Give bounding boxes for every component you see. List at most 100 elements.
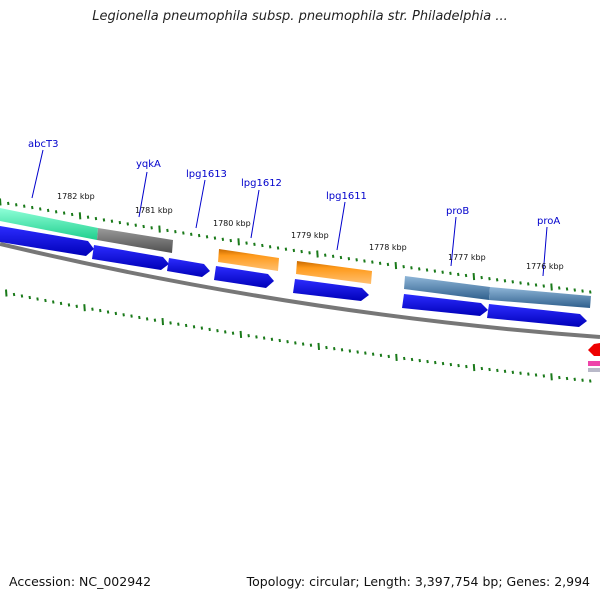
tick-mark <box>200 326 204 330</box>
tick-mark <box>573 288 576 292</box>
tick-mark <box>441 270 444 274</box>
forward-arrow-1[interactable] <box>0 226 94 256</box>
tick-mark <box>324 253 327 257</box>
forward-arrow-4[interactable] <box>214 266 274 288</box>
tick-mark <box>184 323 188 328</box>
forward-arrow-lpg1613[interactable] <box>167 258 210 277</box>
tick-mark <box>54 210 58 214</box>
edge-feature-red[interactable] <box>588 343 600 356</box>
leader-proB <box>450 216 457 267</box>
tick-mark <box>12 292 16 297</box>
tick-mark <box>550 283 553 291</box>
tick-mark <box>262 336 266 340</box>
tick-mark <box>118 220 122 225</box>
tick-mark <box>426 359 429 364</box>
tick-mark <box>434 360 437 365</box>
tick-mark <box>465 364 468 369</box>
tick-mark <box>52 300 55 304</box>
tick-mark <box>239 330 243 338</box>
tick-mark <box>102 218 106 222</box>
gene-label-proB[interactable]: proB <box>446 206 469 217</box>
inner-scale-ticks <box>5 289 592 383</box>
tick-mark <box>86 215 90 219</box>
tick-mark <box>39 207 42 211</box>
tick-mark <box>253 242 256 246</box>
tick-mark <box>62 211 66 215</box>
gene-proA-block[interactable] <box>489 287 591 308</box>
leader-yqkA <box>138 171 148 218</box>
gene-abcT3-block[interactable] <box>0 208 98 240</box>
forward-arrow-7[interactable] <box>487 304 587 327</box>
scale-label-1776: 1776 kbp <box>526 262 564 271</box>
tick-mark <box>142 224 145 229</box>
genome-backbone <box>0 242 600 339</box>
tick-mark <box>270 337 274 341</box>
tick-mark <box>316 250 319 258</box>
tick-mark <box>134 223 137 227</box>
tick-mark <box>75 304 78 308</box>
gene-lpg1612-block[interactable] <box>218 249 279 271</box>
tick-mark <box>106 310 110 314</box>
gene-label-lpg1613[interactable]: lpg1613 <box>186 169 227 180</box>
edge-feature-gray[interactable] <box>588 368 600 372</box>
scale-label-1780: 1780 kbp <box>213 219 251 228</box>
tick-mark <box>527 282 530 286</box>
tick-mark <box>138 315 141 320</box>
tick-mark <box>59 301 63 306</box>
tick-mark <box>565 376 569 381</box>
tick-mark <box>425 268 429 272</box>
tick-mark <box>410 266 413 270</box>
tick-mark <box>542 374 546 378</box>
tick-mark <box>464 273 468 278</box>
gene-label-lpg1611[interactable]: lpg1611 <box>326 191 367 202</box>
tick-mark <box>378 261 382 265</box>
tick-mark <box>581 289 584 293</box>
tick-mark <box>216 329 219 333</box>
tick-mark <box>511 280 514 284</box>
gene-label-yqkA[interactable]: yqkA <box>136 159 161 170</box>
gene-label-proA[interactable]: proA <box>537 216 560 227</box>
tick-mark <box>331 254 335 258</box>
tick-mark <box>0 198 2 206</box>
tick-mark <box>339 255 343 260</box>
tick-mark <box>472 273 476 281</box>
tick-mark <box>410 357 414 362</box>
tick-mark <box>449 362 453 367</box>
tick-mark <box>379 353 383 357</box>
tick-mark <box>449 271 452 275</box>
tick-mark <box>166 228 169 233</box>
gene-label-lpg1612[interactable]: lpg1612 <box>241 178 282 189</box>
forward-arrow-6[interactable] <box>402 294 488 316</box>
tick-mark <box>83 304 86 312</box>
tick-mark <box>441 361 445 366</box>
gene-label-abcT3[interactable]: abcT3 <box>28 139 58 150</box>
tick-mark <box>308 251 311 255</box>
gene-yqkA-block[interactable] <box>97 228 173 253</box>
tick-mark <box>418 267 421 271</box>
tick-mark <box>317 342 320 350</box>
tick-mark <box>213 236 217 240</box>
tick-mark <box>581 378 584 382</box>
tick-mark <box>231 331 235 335</box>
tick-mark <box>503 369 507 373</box>
tick-mark <box>300 249 303 254</box>
scale-label-1777: 1777 kbp <box>448 253 486 262</box>
tick-mark <box>268 245 272 249</box>
tick-mark <box>110 219 114 223</box>
forward-arrow-5[interactable] <box>293 279 369 301</box>
scale-label-1778: 1778 kbp <box>369 243 407 252</box>
tick-mark <box>286 340 289 344</box>
edge-feature-pink[interactable] <box>588 361 600 366</box>
tick-mark <box>94 216 98 221</box>
leader-lpg1611 <box>336 201 346 251</box>
tick-mark <box>363 259 366 263</box>
tick-mark <box>355 258 358 262</box>
tick-mark <box>364 351 367 355</box>
gene-lpg1611-block[interactable] <box>296 261 372 284</box>
tick-mark <box>122 313 125 317</box>
forward-arrow-2[interactable] <box>92 245 169 270</box>
tick-mark <box>519 281 522 285</box>
gene-proB-block[interactable] <box>404 276 490 300</box>
tick-mark <box>534 373 538 377</box>
tick-mark <box>5 289 8 297</box>
